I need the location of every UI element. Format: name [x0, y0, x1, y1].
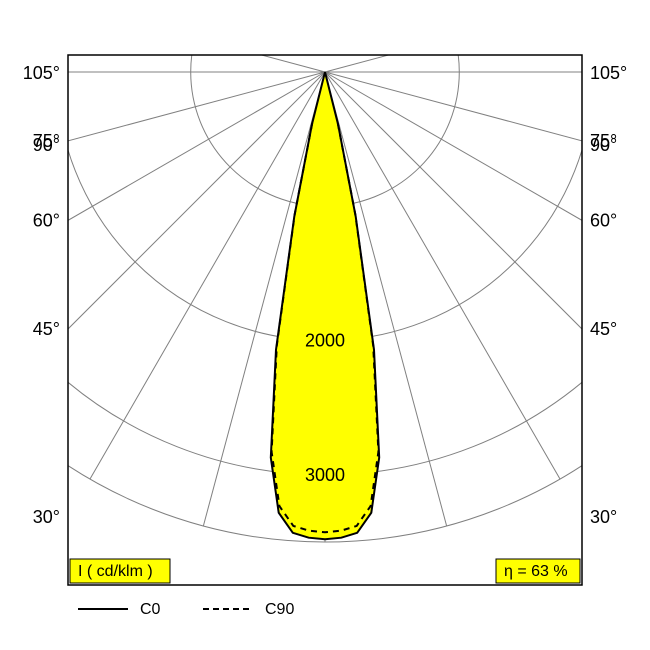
efficiency-label: η = 63 %: [504, 563, 568, 580]
legend-label-c90: C90: [265, 601, 294, 618]
angle-label-right: 45°: [590, 319, 617, 339]
angle-label-left: 105°: [23, 63, 60, 83]
angle-label-left: 60°: [33, 210, 60, 230]
angle-label-left: 30°: [33, 507, 60, 527]
angle-label-right: 90°: [590, 135, 617, 155]
angle-label-right: 60°: [590, 210, 617, 230]
angle-label-left: 90°: [33, 135, 60, 155]
angle-label-left: 45°: [33, 319, 60, 339]
photometric-polar-chart: 2000300030°30°45°45°60°60°75°75°90°90°10…: [0, 0, 650, 650]
angle-label-right: 30°: [590, 507, 617, 527]
legend-label-c0: C0: [140, 601, 161, 618]
radial-tick-label: 2000: [305, 331, 345, 351]
unit-label: I ( cd/klm ): [78, 563, 153, 580]
angle-label-right: 105°: [590, 63, 627, 83]
radial-tick-label: 3000: [305, 465, 345, 485]
